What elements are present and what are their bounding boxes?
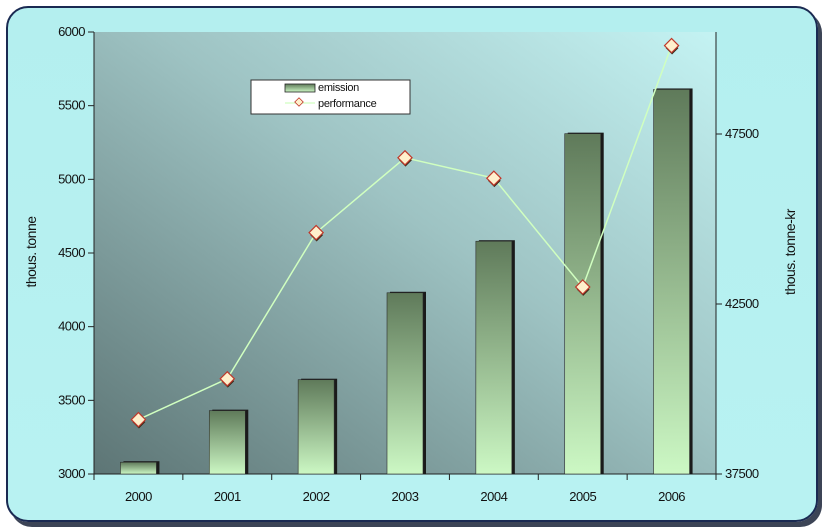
y-tick-label: 3000: [58, 466, 85, 481]
bar: [386, 292, 424, 475]
legend-box: [250, 79, 411, 115]
bars-group: [120, 88, 693, 475]
bar: [475, 240, 513, 475]
y2-tick-label: 37500: [725, 466, 759, 481]
legend-label-performance: performance: [318, 98, 377, 110]
legend-marker-performance: [294, 97, 304, 107]
y-tick-label: 3500: [58, 392, 85, 407]
performance-line-group: [130, 37, 680, 429]
y2-tick-label: 47500: [725, 126, 759, 141]
data-point: [663, 37, 680, 54]
x-tick-label: 2000: [125, 489, 152, 504]
bar: [564, 133, 602, 475]
ticks-group: 3000 3500 4000 4500 5000 5500 6000 37500 42500 47…: [58, 24, 759, 504]
bar: [208, 410, 246, 475]
bar: [297, 379, 335, 475]
x-tick-label: 2004: [480, 489, 507, 504]
x-tick-label: 2006: [658, 489, 685, 504]
y-tick-label: 6000: [58, 24, 85, 39]
y-tick-label: 5500: [58, 98, 85, 113]
legend: emission performance: [250, 79, 411, 115]
data-point: [397, 149, 413, 166]
data-point: [130, 411, 147, 428]
y2-axis-title: thous. tonne-kr: [782, 208, 798, 295]
y-tick-label: 4000: [58, 319, 85, 334]
y-axis-title: thous. tonne: [23, 216, 39, 288]
bar: [653, 89, 690, 475]
legend-swatch-emission: [284, 83, 316, 93]
x-tick-label: 2003: [392, 489, 419, 504]
x-tick-label: 2002: [303, 489, 330, 504]
legend-label-emission: emission: [318, 82, 359, 94]
bar: [120, 461, 157, 475]
data-point: [485, 170, 502, 187]
data-point: [574, 279, 591, 295]
data-point: [219, 370, 236, 387]
y2-tick-label: 42500: [725, 296, 759, 311]
y-tick-label: 5000: [58, 171, 85, 186]
x-tick-label: 2005: [569, 489, 596, 504]
data-point: [308, 224, 325, 241]
x-tick-label: 2001: [214, 489, 241, 504]
y-tick-label: 4500: [58, 245, 85, 260]
